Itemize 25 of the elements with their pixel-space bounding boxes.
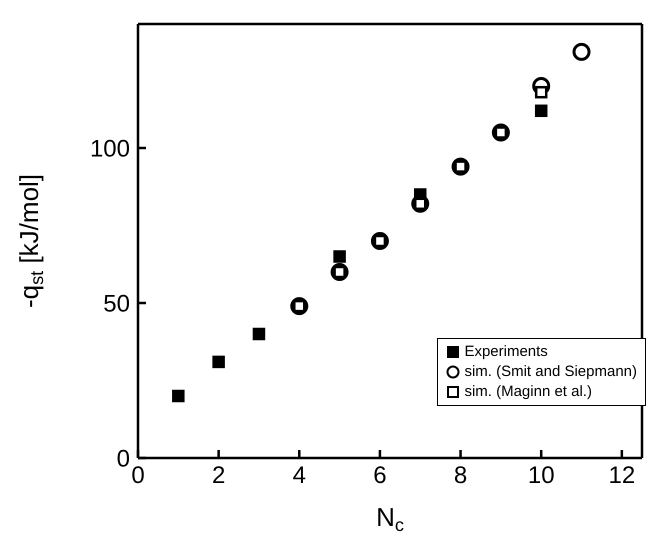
- point: [172, 390, 185, 402]
- y-tick-label: 50: [103, 290, 130, 318]
- point: [333, 250, 346, 263]
- point: [212, 356, 225, 368]
- point: [572, 42, 591, 61]
- y-tick-label: 100: [90, 136, 130, 163]
- legend-label: sim. (Maginn et al.): [464, 382, 592, 402]
- point: [290, 297, 308, 316]
- point: [492, 124, 510, 142]
- x-tick-label: 10: [528, 462, 555, 490]
- x-tick-label: 4: [292, 462, 306, 490]
- point: [452, 158, 470, 176]
- point: [330, 263, 349, 281]
- x-tick-label: 12: [608, 462, 636, 490]
- point: [534, 86, 548, 98]
- x-tick-label: 6: [373, 462, 387, 490]
- point: [532, 77, 550, 95]
- point: [370, 232, 389, 250]
- legend-label: Experiments: [464, 342, 548, 362]
- x-tick-label: 8: [454, 462, 468, 490]
- x-tick-label: 2: [212, 462, 226, 490]
- legend-label: sim. (Smit and Siepmann): [464, 362, 637, 382]
- point: [252, 328, 266, 340]
- x-axis-title: N$_{c}$: [376, 502, 404, 536]
- point: [534, 104, 548, 118]
